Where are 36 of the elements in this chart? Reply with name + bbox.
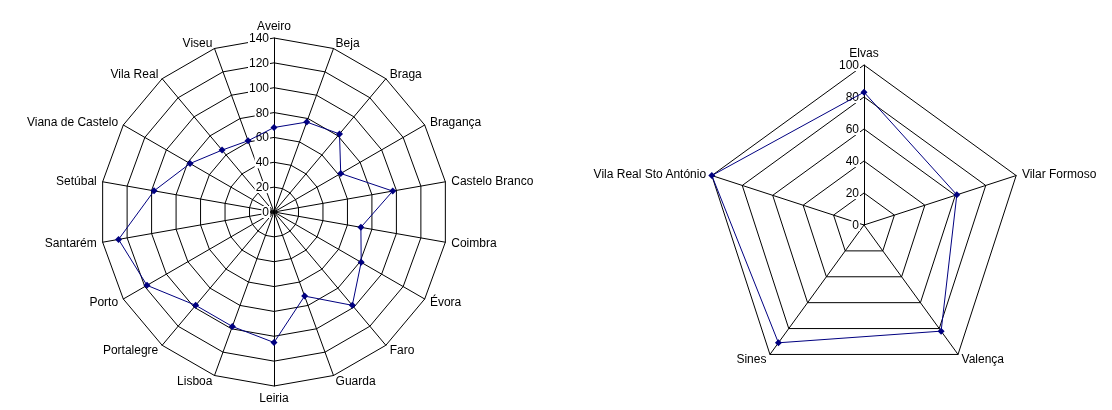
spoke-label: Viseu bbox=[182, 35, 213, 50]
spoke-label: Elvas bbox=[849, 46, 879, 60]
spoke-label: Évora bbox=[429, 294, 462, 309]
y-tick-label: 20 bbox=[845, 186, 860, 200]
spoke-label: Portalegre bbox=[102, 342, 159, 357]
spoke-label: Beja bbox=[335, 35, 360, 50]
spoke-label: Lisboa bbox=[177, 374, 213, 389]
spoke-label: Valença bbox=[961, 352, 1005, 367]
y-tick-label: 0 bbox=[262, 205, 270, 219]
y-tick-label: 120 bbox=[248, 55, 270, 70]
y-tick-label: 0 bbox=[852, 218, 860, 232]
spoke-label: Aveiro bbox=[257, 19, 292, 33]
spoke-label: Faro bbox=[389, 342, 415, 357]
spoke-label: Braga bbox=[389, 67, 423, 82]
y-tick-label: 100 bbox=[248, 80, 270, 95]
y-tick-label: 140 bbox=[248, 31, 270, 45]
spoke-label: Coimbra bbox=[451, 236, 497, 251]
spoke-label: Setúbal bbox=[56, 173, 97, 188]
y-tick-label: 60 bbox=[255, 130, 270, 145]
spoke-label: Santarém bbox=[44, 236, 97, 251]
spoke-label: Vilar Formoso bbox=[1021, 166, 1097, 181]
y-tick-label: 40 bbox=[845, 154, 860, 168]
spoke-label: Bragança bbox=[429, 115, 482, 129]
spoke-label: Castelo Branco bbox=[451, 173, 534, 188]
spoke-label: Vila Real bbox=[110, 67, 159, 82]
spoke-label: Viana de Castelo bbox=[26, 115, 119, 129]
spoke-label: Leiria bbox=[259, 391, 289, 405]
spoke-label: Guarda bbox=[335, 374, 376, 389]
spoke-label: Sines bbox=[736, 352, 767, 367]
spoke-label: Vila Real Sto António bbox=[593, 166, 707, 181]
y-tick-label: 100 bbox=[838, 58, 860, 72]
y-tick-label: 80 bbox=[255, 105, 270, 120]
spoke-label: Porto bbox=[89, 295, 119, 309]
y-tick-label: 20 bbox=[255, 180, 270, 195]
y-tick-label: 60 bbox=[845, 122, 860, 136]
y-tick-label: 40 bbox=[255, 155, 270, 170]
